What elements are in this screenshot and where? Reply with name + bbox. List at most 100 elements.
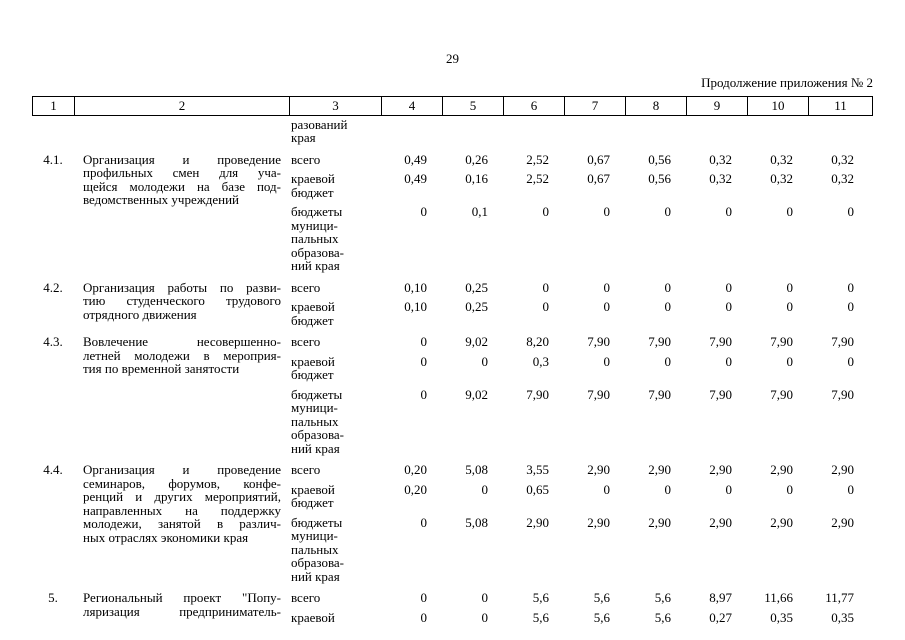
value-cell: 8,20: [526, 334, 549, 349]
value-cell: 2,90: [831, 462, 854, 477]
value-cell: 5,6: [654, 590, 671, 605]
value-cell: 7,90: [770, 386, 793, 402]
budget-type-label: бюджеты муници-пальных образова-ний края: [289, 515, 381, 584]
value-cell: 0: [786, 353, 794, 369]
budget-type-line: всего: [291, 151, 321, 167]
value-cell: 0,35: [770, 609, 793, 625]
value-cell: 7,90: [709, 386, 732, 402]
value-cell: 0: [786, 481, 794, 497]
value-cell: 7,90: [587, 386, 610, 402]
value-cell: 0: [420, 514, 428, 530]
budget-subrow: краевой бюджет 0,20 0 0,65 0 0 0 0 0: [289, 481, 873, 510]
value-cell: 0,20: [404, 462, 427, 477]
value-cell: 0: [603, 299, 611, 314]
description-line: Вовлечение несовершенно-: [83, 334, 281, 349]
value-cell: 0,10: [404, 299, 427, 314]
table-row: 5. Региональный проект "Попу-ляризация пр…: [32, 591, 873, 624]
description-line: направленных на поддержку: [83, 502, 281, 518]
value-cell: 0,49: [404, 151, 427, 167]
table-header-row: 1 2 3 4 5 6 7 8 9 10 11: [32, 96, 873, 116]
value-cell: 0: [725, 299, 733, 314]
value-cell: 5,6: [532, 609, 549, 625]
description-line: тия по временной занятости: [83, 361, 240, 376]
value-cell: 0: [786, 204, 794, 219]
value-cell: 9,02: [465, 334, 488, 349]
row-budget-stack: всего 0 9,02 8,20 7,90 7,90 7,90 7,90 7,90 краево…: [289, 335, 873, 455]
value-cell: 5,6: [593, 590, 610, 605]
budget-type-line: пальных: [291, 541, 339, 557]
column-number-2: 2: [75, 97, 290, 115]
value-cell: 7,90: [526, 386, 549, 402]
budget-subrow: бюджеты муници-пальных образова-ний края 0 0…: [289, 205, 873, 273]
description-line: щейся молодежи на базе под-: [83, 178, 281, 194]
budget-type-line: всего: [291, 334, 321, 349]
description-line: ренций и других мероприятий,: [83, 489, 281, 504]
value-cell: 0: [786, 279, 794, 295]
column-number-8: 8: [626, 97, 687, 115]
value-cell: 5,6: [593, 609, 610, 625]
budget-type-line: бюджеты: [291, 386, 343, 402]
budget-type-line: всего: [291, 279, 321, 295]
budget-type-line: ний края: [291, 568, 340, 584]
value-cell: 0: [542, 204, 550, 219]
budget-type-line: краевой: [291, 171, 335, 186]
value-cell: 0: [603, 353, 611, 369]
column-number-7: 7: [565, 97, 626, 115]
table-row: 4.3. Вовлечение несовершенно-летней молод…: [32, 335, 873, 455]
column-number-11: 11: [834, 98, 847, 113]
value-cell: 0: [542, 299, 550, 314]
description-line: летней молодежи в мероприя-: [83, 347, 281, 363]
value-cell: 0: [420, 386, 428, 402]
budget-subrow: всего 0 9,02 8,20 7,90 7,90 7,90 7,90 7,90: [289, 335, 873, 349]
value-cell: 2,52: [526, 171, 549, 186]
description-line: молодежи, занятой в различ-: [83, 516, 281, 531]
table-row: 4.2. Организация работы по разви-тию студ…: [32, 279, 873, 328]
value-cell: 0,32: [770, 151, 793, 167]
budget-type-line: муници-: [291, 400, 338, 415]
value-cell: 0: [603, 481, 611, 497]
value-cell: 0,32: [770, 171, 793, 186]
value-cell: 5,08: [465, 462, 488, 477]
budget-type-line: ний края: [291, 258, 340, 273]
budget-type-line: бюджет: [291, 367, 334, 382]
value-cell: 8,97: [709, 590, 732, 605]
table-row: 4.1. Организация и проведение профильных с…: [32, 151, 873, 273]
description-line: семинаров, форумов, конфе-: [83, 475, 281, 491]
budget-subrow: бюджеты муници-пальных образова-ний края 0 9…: [289, 386, 873, 456]
column-number-3: 3: [290, 97, 382, 115]
budget-type-line: бюджет: [291, 312, 334, 328]
budget-type-line: краевой: [291, 481, 335, 497]
value-cell: 0: [664, 204, 672, 219]
value-cell: 0,20: [404, 481, 427, 497]
page-content: Продолжение приложения № 2 1 2 3 4 5 6 7 8 9 10 11…: [32, 75, 873, 625]
budget-subrow: краевой 0 0 5,6 5,6 5,6 0,27 0,35 0,35: [289, 609, 873, 625]
budget-type-line: пальных: [291, 413, 339, 429]
value-cell: 3,55: [526, 462, 549, 477]
budget-type-line: пальных: [291, 231, 339, 246]
row-number: 4.4.: [43, 462, 63, 477]
row-number: 5.: [48, 590, 58, 605]
description-line: ных отраслях экономики края: [83, 529, 249, 545]
row-budget-stack: всего 0,10 0,25 0 0 0 0 0 0 краевой бюджет 0,10 0,25…: [289, 279, 873, 328]
value-cell: 2,90: [648, 514, 671, 530]
budget-type-line: образова-: [291, 555, 345, 570]
budget-subrow: краевой бюджет 0 0 0,3 0 0 0 0 0: [289, 353, 873, 382]
budget-subrow: бюджеты муници-пальных образова-ний края 0 5…: [289, 514, 873, 584]
value-cell: 7,90: [831, 334, 854, 349]
budget-subrow: разований края: [289, 117, 873, 145]
value-cell: 0,32: [831, 151, 854, 167]
budget-type-line: образова-: [291, 427, 345, 442]
budget-type-line: муници-: [291, 528, 338, 543]
budget-type-line: краевой: [291, 299, 335, 314]
value-cell: 0: [420, 334, 428, 349]
value-cell: 7,90: [831, 386, 854, 402]
budget-subrow: краевой бюджет 0,10 0,25 0 0 0 0 0 0: [289, 300, 873, 327]
column-number-6: 6: [504, 97, 565, 115]
budget-type-line: края: [291, 130, 316, 145]
value-cell: 0: [847, 299, 855, 314]
value-cell: 11,77: [825, 590, 854, 605]
value-cell: 0: [603, 204, 611, 219]
budget-type-label: бюджеты муници-пальных образова-ний края: [289, 386, 381, 456]
budget-type-label: всего: [289, 151, 381, 167]
